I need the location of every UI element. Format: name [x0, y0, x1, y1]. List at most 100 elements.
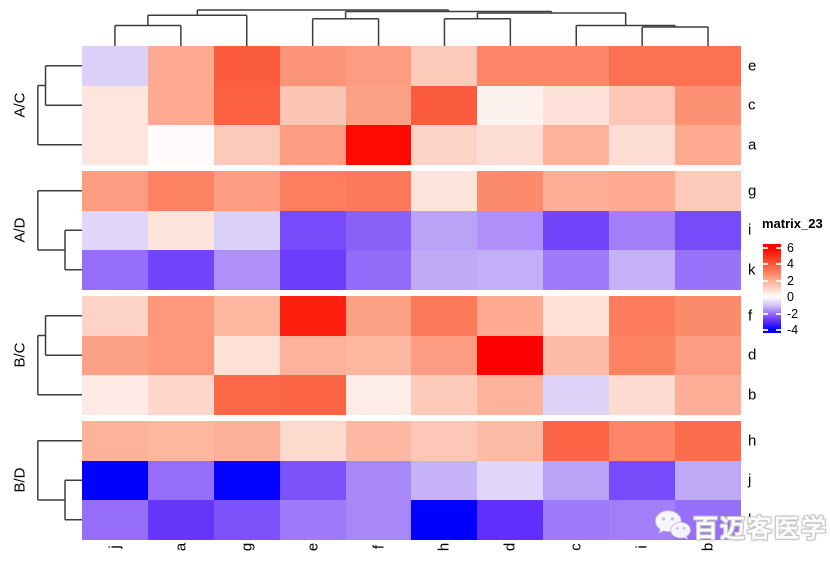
heatmap-cell — [543, 421, 610, 461]
heatmap-cell — [147, 296, 214, 336]
heatmap-cell — [609, 171, 676, 211]
heatmap-cell — [345, 421, 412, 461]
heatmap-cell — [675, 210, 741, 250]
heatmap-cell — [543, 460, 610, 500]
col-label-f: f — [370, 544, 388, 550]
heatmap-cell — [411, 210, 478, 250]
heatmap-cell — [411, 421, 478, 461]
heatmap-cell — [609, 46, 676, 86]
watermark: 百迈客医学 — [652, 501, 828, 553]
heatmap-cell — [609, 296, 676, 336]
heatmap-cell — [213, 460, 280, 500]
heatmap-cell — [477, 250, 544, 290]
heatmap-cell — [279, 85, 346, 125]
heatmap-cell — [345, 85, 412, 125]
legend-tick-label: 2 — [787, 273, 794, 288]
heatmap-cell — [543, 125, 610, 165]
heatmap-cell — [609, 85, 676, 125]
heatmap-cell — [477, 375, 544, 415]
row-label-d: d — [748, 346, 757, 364]
heatmap-cell — [609, 421, 676, 461]
legend-tick-dash — [776, 263, 781, 266]
heatmap-group-a-c — [82, 46, 741, 165]
heatmap-cell — [82, 335, 148, 375]
heatmap-cell — [477, 46, 544, 86]
heatmap-cell — [213, 335, 280, 375]
legend-tick-dash — [776, 312, 781, 315]
heatmap-cell — [477, 335, 544, 375]
heatmap-cell — [345, 125, 412, 165]
col-label-e: e — [304, 542, 322, 552]
legend-tick-dash — [763, 279, 768, 282]
heatmap-cell — [213, 210, 280, 250]
heatmap-cell — [411, 250, 478, 290]
heatmap-cell — [543, 210, 610, 250]
legend-tick-dash — [763, 246, 768, 249]
row-label-j: j — [748, 471, 752, 489]
heatmap-cell — [345, 296, 412, 336]
heatmap-cell — [213, 171, 280, 211]
row-label-i: i — [748, 221, 752, 239]
heatmap-cell — [543, 375, 610, 415]
row-dendrogram-a-d — [37, 190, 82, 271]
heatmap-cell — [147, 421, 214, 461]
heatmap-cell — [279, 171, 346, 211]
heatmap-cell — [279, 296, 346, 336]
row-label-k: k — [748, 261, 756, 279]
legend-tick-label: -2 — [787, 306, 799, 321]
row-label-l: l — [748, 511, 752, 529]
heatmap-cell — [411, 296, 478, 336]
heatmap-cell — [675, 125, 741, 165]
heatmap-cell — [345, 375, 412, 415]
heatmap-cell — [411, 460, 478, 500]
heatmap-cell — [147, 335, 214, 375]
heatmap-cell — [477, 210, 544, 250]
heatmap-cell — [477, 171, 544, 211]
col-label-a: a — [172, 542, 190, 552]
legend-tick-dash — [763, 312, 768, 315]
heatmap-cell — [147, 85, 214, 125]
row-label-e: e — [748, 57, 757, 75]
heatmap-cell — [147, 250, 214, 290]
heatmap-cell — [411, 335, 478, 375]
heatmap-cell — [675, 46, 741, 86]
row-label-b: b — [748, 386, 757, 404]
row-group-label-b-c: B/C — [11, 342, 29, 368]
heatmap-cell — [675, 335, 741, 375]
heatmap-cell — [279, 375, 346, 415]
legend-tick-dash — [776, 246, 781, 249]
heatmap-cell — [82, 375, 148, 415]
heatmap-cell — [82, 85, 148, 125]
row-label-g: g — [748, 182, 757, 200]
heatmap-cell — [477, 85, 544, 125]
heatmap-cell — [345, 250, 412, 290]
heatmap-cell — [213, 125, 280, 165]
heatmap-cell — [147, 375, 214, 415]
row-label-c: c — [748, 96, 756, 114]
heatmap-cell — [609, 460, 676, 500]
row-group-label-a-d: A/D — [11, 217, 29, 243]
row-dendrogram-a-c — [37, 65, 82, 146]
row-dendrogram-b-c — [37, 315, 82, 396]
legend-tick-dash — [776, 296, 781, 299]
heatmap-cell — [279, 421, 346, 461]
legend-colorbar — [763, 244, 781, 333]
heatmap-cell — [213, 296, 280, 336]
heatmap-cell — [82, 171, 148, 211]
row-dendrogram-b-d — [37, 440, 82, 521]
heatmap-cell — [82, 296, 148, 336]
row-label-h: h — [748, 432, 757, 450]
heatmap-cell — [82, 210, 148, 250]
heatmap-cell — [279, 250, 346, 290]
wechat-icon — [654, 510, 691, 541]
heatmap-cell — [477, 460, 544, 500]
heatmap-cell — [609, 250, 676, 290]
heatmap-cell — [82, 500, 148, 540]
heatmap-cell — [147, 210, 214, 250]
heatmap-cell — [477, 296, 544, 336]
heatmap-cell — [609, 210, 676, 250]
col-label-g: g — [238, 542, 256, 552]
heatmap-cell — [345, 46, 412, 86]
heatmap-cell — [345, 210, 412, 250]
